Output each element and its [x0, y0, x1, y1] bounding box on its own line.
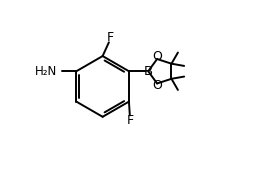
Text: B: B	[144, 65, 153, 78]
Text: O: O	[152, 79, 162, 92]
Text: O: O	[152, 50, 162, 63]
Text: F: F	[107, 31, 114, 44]
Text: F: F	[126, 114, 133, 127]
Text: H₂N: H₂N	[34, 65, 57, 78]
